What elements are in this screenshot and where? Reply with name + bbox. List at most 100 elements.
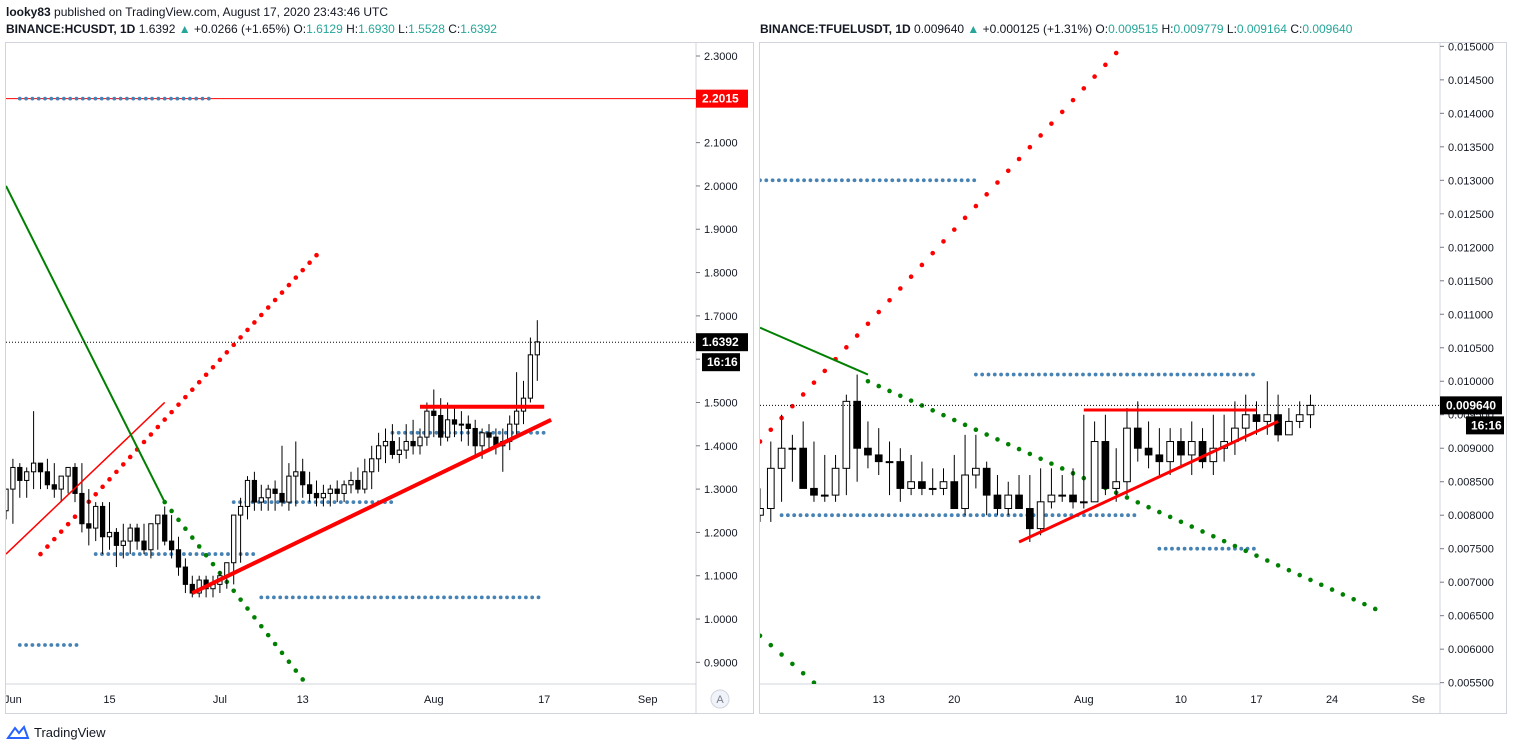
parabolic-sar-dot: [93, 491, 98, 497]
candle-body: [1263, 414, 1272, 422]
parabolic-sar-dot: [790, 661, 795, 667]
parabolic-sar-dot: [768, 427, 774, 433]
pivot-level-dot: [1213, 372, 1218, 377]
parabolic-sar-dot: [811, 380, 817, 385]
pivot-level-dot: [1087, 372, 1092, 377]
pivot-level-dot: [934, 178, 939, 183]
parabolic-sar-dot: [962, 215, 968, 221]
tradingview-logo[interactable]: TradingView: [6, 724, 106, 740]
candle-body: [189, 583, 195, 594]
pivot-level-dot: [272, 595, 276, 600]
pivot-level-dot: [398, 595, 402, 600]
parabolic-sar-dot: [107, 477, 112, 482]
y-tick-label: 1.2000: [704, 527, 738, 539]
candle-body: [168, 540, 175, 551]
parabolic-sar-dot: [1092, 74, 1097, 79]
candle-body: [106, 531, 113, 538]
parabolic-sar-dot: [1016, 446, 1022, 452]
pivot-level-dot: [259, 595, 264, 600]
chart-panel-tfuelusdt[interactable]: 0.005500 0.006000 0.006500 0.007000 0.007500…: [759, 41, 1507, 714]
quote-bar-hcusdt: BINANCE:HCUSDT, 1D 1.6392 ▲ +0.0266 (+1.…: [6, 22, 497, 36]
pivot-level-dot: [980, 372, 985, 377]
symbol-name[interactable]: BINANCE:HCUSDT, 1D: [6, 22, 136, 36]
pivot-level-dot: [974, 513, 979, 518]
candle-body: [907, 481, 915, 489]
parabolic-sar-dot: [865, 378, 871, 384]
pivot-level-dot: [903, 178, 907, 183]
parabolic-sar-dot: [1059, 109, 1065, 115]
author-name[interactable]: looky83: [6, 5, 51, 19]
pivot-level-dot: [80, 96, 85, 101]
chart-svg[interactable]: 0.9000 1.0000 1.1000 1.2000 1.3000 1.4000 1.50…: [4, 43, 753, 714]
parabolic-sar-dot: [930, 250, 935, 256]
parabolic-sar-dot: [760, 439, 763, 444]
candle-body: [403, 440, 409, 451]
pivot-level-dot: [924, 513, 929, 518]
pivot-level-dot: [973, 372, 978, 377]
pivot-level-dot: [1063, 513, 1067, 518]
pivot-level-dot: [143, 96, 148, 101]
parabolic-sar-dot: [252, 615, 257, 620]
chart-panel-hcusdt[interactable]: 0.9000 1.0000 1.1000 1.2000 1.3000 1.4000 1.50…: [4, 42, 754, 714]
parabolic-sar-dot: [1049, 461, 1054, 466]
symbol-name[interactable]: BINANCE:TFUELUSDT, 1D: [760, 22, 911, 36]
parabolic-sar-dot: [1351, 596, 1356, 602]
pivot-level-dot: [840, 178, 844, 183]
pivot-level-dot: [137, 96, 142, 101]
pivot-level-dot: [93, 96, 98, 101]
y-tick-label: 0.007500: [1448, 544, 1494, 556]
pivot-level-dot: [884, 178, 888, 183]
candle-body: [788, 447, 797, 450]
x-tick-label: Jul: [213, 694, 227, 706]
candle-body: [1036, 501, 1045, 530]
parabolic-sar-dot: [238, 597, 243, 602]
candle-body: [327, 488, 333, 494]
pivot-level-dot: [181, 96, 186, 101]
pivot-level-dot: [1156, 372, 1161, 377]
parabolic-sar-dot: [822, 368, 828, 374]
pivot-level-dot: [309, 595, 314, 600]
candle-body: [810, 487, 818, 496]
pivot-level-dot: [297, 595, 301, 600]
pivot-level-dot: [226, 552, 230, 556]
pivot-level-dot: [372, 595, 377, 600]
pivot-level-dot: [49, 96, 54, 101]
candle-body: [472, 427, 478, 447]
parabolic-sar-dot: [811, 680, 817, 684]
parabolic-sar-dot: [1178, 519, 1184, 525]
pivot-level-dot: [338, 500, 343, 504]
parabolic-sar-dot: [1135, 500, 1141, 505]
candle-body: [451, 419, 458, 425]
candle-body: [465, 423, 471, 429]
pivot-level-dot: [30, 96, 35, 101]
candle-body: [885, 461, 894, 464]
pivot-level-dot: [852, 178, 857, 183]
parabolic-sar-dot: [1254, 553, 1259, 558]
pivot-level-dot: [1012, 513, 1017, 518]
pivot-level-dot: [364, 500, 368, 504]
resistance-label-bg: [696, 89, 748, 108]
countdown-timer-bg: [1466, 416, 1504, 435]
pivot-level-dot: [899, 513, 904, 518]
parabolic-sar-dot: [919, 403, 925, 408]
pivot-level-dot: [150, 552, 155, 556]
pivot-level-dot: [940, 178, 945, 183]
last-price-label: 1.6392: [702, 335, 739, 349]
parabolic-sar-dot: [790, 403, 795, 409]
candle-body: [320, 492, 327, 499]
y-tick-label: 0.012500: [1448, 209, 1494, 221]
parabolic-sar-dot: [844, 345, 849, 350]
price-change: +0.0266 (+1.65%): [193, 22, 291, 36]
pivot-level-dot: [798, 513, 803, 518]
chart-svg[interactable]: 0.005500 0.006000 0.006500 0.007000 0.007500…: [760, 41, 1506, 714]
pivot-level-dot: [1131, 372, 1136, 377]
parabolic-sar-dot: [876, 309, 882, 315]
parabolic-sar-dot: [1124, 495, 1130, 500]
pivot-level-dot: [1019, 513, 1023, 518]
pivot-level-dot: [1169, 372, 1174, 377]
pivot-level-dot: [144, 552, 149, 556]
parabolic-sar-dot: [286, 659, 292, 665]
pivot-level-dot: [326, 500, 331, 504]
parabolic-sar-dot: [265, 632, 271, 638]
parabolic-sar-dot: [1297, 572, 1302, 578]
